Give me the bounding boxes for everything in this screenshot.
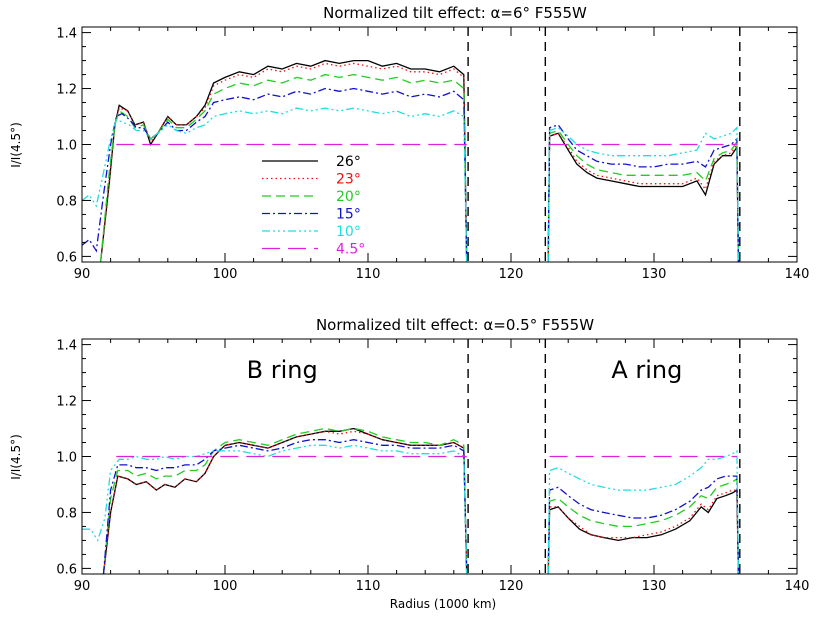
top-panel-ylabel: I/I(4.5°) bbox=[9, 122, 23, 168]
series-2-a-ring-line bbox=[547, 477, 740, 574]
top-panel-legend: 26° 23°20° 15°10° 4.5° bbox=[262, 154, 365, 258]
legend-label: 23° bbox=[336, 172, 361, 188]
x-tick-label: 130 bbox=[642, 267, 667, 282]
bottom-panel-0-5deg: Normalized tilt effect: α=0.5° F555W I/I… bbox=[9, 316, 809, 611]
series-4-b-ring-line bbox=[82, 107, 468, 262]
y-tick-label: 1.4 bbox=[56, 339, 77, 354]
x-tick-label: 100 bbox=[213, 267, 238, 282]
series-4-a-ring-line bbox=[547, 449, 740, 574]
series-3-a-ring-line bbox=[547, 475, 740, 574]
y-tick-label: 0.6 bbox=[56, 562, 77, 577]
y-tick-label: 0.8 bbox=[56, 506, 77, 521]
series-0-b-ring-line bbox=[102, 427, 468, 574]
series-1-b-ring-line bbox=[102, 430, 468, 574]
legend-label: 10° bbox=[336, 224, 361, 240]
series-0-a-ring-line bbox=[547, 488, 740, 574]
legend-label: 15° bbox=[336, 207, 361, 223]
y-tick-label: 0.8 bbox=[56, 194, 77, 209]
legend-label: 20° bbox=[336, 189, 361, 205]
bottom-panel-title: Normalized tilt effect: α=0.5° F555W bbox=[316, 316, 594, 334]
series-4-b-ring-line bbox=[82, 444, 468, 574]
series-3-b-ring-line bbox=[102, 439, 468, 574]
x-tick-label: 140 bbox=[785, 267, 810, 282]
y-tick-label: 1.2 bbox=[56, 83, 77, 98]
annotation-b-ring: B ring bbox=[247, 356, 318, 384]
series-1-b-ring-line bbox=[99, 62, 468, 262]
bottom-panel-ylabel: I/I(4.5°) bbox=[9, 434, 23, 480]
x-tick-label: 110 bbox=[356, 267, 381, 282]
y-tick-label: 1.0 bbox=[56, 451, 77, 466]
y-tick-label: 1.2 bbox=[56, 395, 77, 410]
series-2-a-ring-line bbox=[547, 129, 740, 262]
y-tick-label: 0.6 bbox=[56, 250, 77, 265]
x-tick-label: 100 bbox=[213, 579, 238, 594]
y-tick-label: 1.4 bbox=[56, 27, 77, 42]
series-3-a-ring-line bbox=[547, 124, 740, 262]
top-panel-title: Normalized tilt effect: α=6° F555W bbox=[323, 4, 587, 22]
series-1-a-ring-line bbox=[547, 132, 740, 262]
legend-label: 4.5° bbox=[336, 242, 365, 258]
x-tick-label: 120 bbox=[499, 579, 524, 594]
top-panel-6deg: Normalized tilt effect: α=6° F555W I/I(4… bbox=[9, 4, 809, 282]
legend-label: 26° bbox=[336, 154, 361, 170]
x-tick-label: 120 bbox=[499, 267, 524, 282]
series-0-a-ring-line bbox=[547, 132, 740, 262]
series-2-b-ring-line bbox=[99, 73, 468, 262]
x-tick-label: 90 bbox=[74, 579, 91, 594]
x-tick-label: 110 bbox=[356, 579, 381, 594]
series-3-b-ring-line bbox=[82, 87, 468, 262]
x-tick-label: 130 bbox=[642, 579, 667, 594]
bottom-panel-xlabel: Radius (1000 km) bbox=[390, 597, 496, 611]
y-tick-label: 1.0 bbox=[56, 139, 77, 154]
series-4-a-ring-line bbox=[547, 126, 740, 262]
series-2-b-ring-line bbox=[102, 427, 468, 574]
x-tick-label: 140 bbox=[785, 579, 810, 594]
annotation-a-ring: A ring bbox=[611, 356, 682, 384]
x-tick-label: 90 bbox=[74, 267, 91, 282]
series-0-b-ring-line bbox=[99, 59, 468, 262]
